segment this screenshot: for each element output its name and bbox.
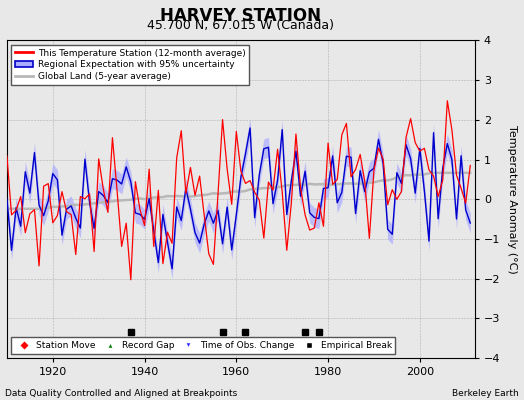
Legend: Station Move, Record Gap, Time of Obs. Change, Empirical Break: Station Move, Record Gap, Time of Obs. C… bbox=[12, 337, 396, 354]
Y-axis label: Temperature Anomaly (°C): Temperature Anomaly (°C) bbox=[507, 125, 517, 274]
Text: Data Quality Controlled and Aligned at Breakpoints: Data Quality Controlled and Aligned at B… bbox=[5, 389, 237, 398]
Text: 45.700 N, 67.015 W (Canada): 45.700 N, 67.015 W (Canada) bbox=[147, 20, 334, 32]
Text: Berkeley Earth: Berkeley Earth bbox=[452, 389, 519, 398]
Title: HARVEY STATION: HARVEY STATION bbox=[160, 7, 321, 25]
